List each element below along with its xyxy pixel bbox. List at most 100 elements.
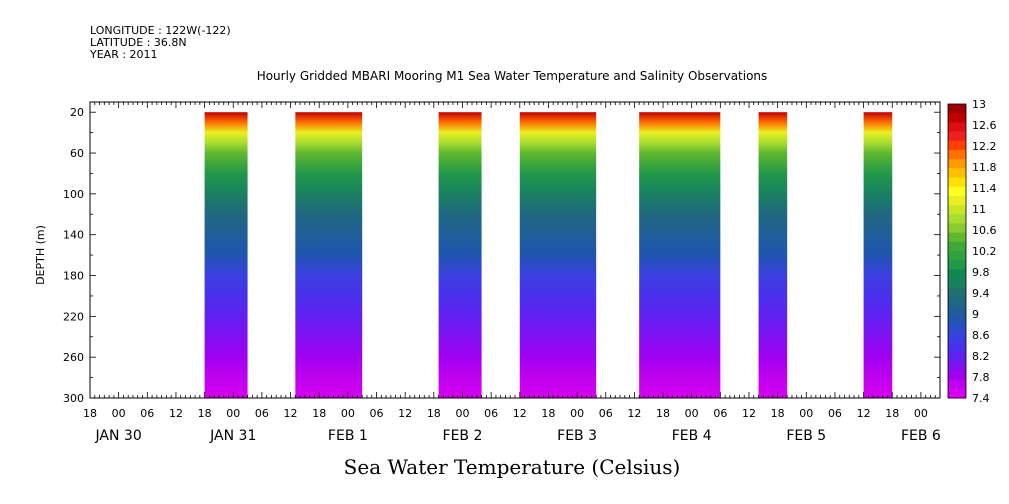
date-label: JAN 30 bbox=[95, 428, 142, 444]
x-tick-label: 06 bbox=[255, 407, 269, 420]
colorbar-swatch bbox=[948, 232, 966, 243]
colorbar-swatch bbox=[948, 269, 966, 280]
y-tick-label: 20 bbox=[70, 106, 84, 119]
x-tick-label: 06 bbox=[599, 407, 613, 420]
colorbar-label: 9 bbox=[972, 308, 979, 321]
colorbar-swatch bbox=[948, 287, 966, 298]
x-tick-label: 18 bbox=[198, 407, 212, 420]
colorbar-label: 11.8 bbox=[972, 161, 997, 174]
x-tick-label: 18 bbox=[312, 407, 326, 420]
colorbar-frame bbox=[947, 103, 967, 399]
x-tick-label: 12 bbox=[627, 407, 641, 420]
x-tick-label: 18 bbox=[771, 407, 785, 420]
x-tick-label: 00 bbox=[341, 407, 355, 420]
x-axis-label: Sea Water Temperature (Celsius) bbox=[344, 455, 681, 479]
colorbar-swatch bbox=[948, 113, 966, 123]
x-tick-label: 18 bbox=[83, 407, 97, 420]
colorbar-label: 9.4 bbox=[972, 287, 990, 300]
data-segment-1 bbox=[204, 112, 248, 398]
colorbar-label: 7.4 bbox=[972, 392, 990, 405]
colorbar-swatch bbox=[948, 241, 966, 252]
colorbar-swatch bbox=[948, 324, 966, 335]
y-tick-label: 220 bbox=[63, 310, 84, 323]
colorbar-swatch bbox=[948, 104, 966, 114]
x-tick-label: 00 bbox=[685, 407, 699, 420]
colorbar-swatch bbox=[948, 296, 966, 307]
x-tick-label: 00 bbox=[455, 407, 469, 420]
data-segment-6 bbox=[758, 112, 788, 398]
colorbar-label: 12.2 bbox=[972, 140, 997, 153]
data-segment-2 bbox=[295, 112, 363, 398]
axes: 18 00 06 12 18 00 06 12 18 00 06 12 18 00 06 12 18 00 06 12… bbox=[63, 101, 941, 444]
y-tick-label: 300 bbox=[63, 392, 84, 405]
y-tick-label: 180 bbox=[63, 270, 84, 283]
data-segment-7 bbox=[863, 112, 893, 398]
colorbar-swatch bbox=[948, 251, 966, 261]
colorbar-label: 7.8 bbox=[972, 371, 990, 384]
colorbar-swatch bbox=[948, 333, 966, 344]
x-tick-label: 06 bbox=[370, 407, 384, 420]
x-tick-label: 12 bbox=[513, 407, 527, 420]
x-tick-label: 18 bbox=[656, 407, 670, 420]
x-tick-label: 12 bbox=[169, 407, 183, 420]
colorbar-label: 8.6 bbox=[972, 329, 990, 342]
x-tick-label: 00 bbox=[799, 407, 813, 420]
x-tick-label: 12 bbox=[398, 407, 412, 420]
colorbar-label: 10.2 bbox=[972, 245, 997, 258]
colorbar-swatch bbox=[948, 260, 966, 270]
x-tick-label: 12 bbox=[857, 407, 871, 420]
colorbar-label: 13 bbox=[972, 98, 986, 111]
y-tick-label: 140 bbox=[63, 229, 84, 242]
colorbar-swatch bbox=[948, 140, 966, 151]
data-segment-3 bbox=[438, 112, 482, 398]
date-label: FEB 3 bbox=[557, 428, 597, 444]
colorbar-label: 12.6 bbox=[972, 119, 997, 132]
colorbar-swatch bbox=[948, 315, 966, 325]
y-tick-label: 260 bbox=[63, 351, 84, 364]
date-label: FEB 1 bbox=[328, 428, 368, 444]
date-label: JAN 31 bbox=[209, 428, 256, 444]
date-label: FEB 5 bbox=[786, 428, 826, 444]
x-tick-label: 00 bbox=[112, 407, 126, 420]
colorbar: 13 12.6 12.2 11.8 11.4 11 10.6 10.2 9.8 9.4 9 8.6 8.… bbox=[947, 98, 997, 405]
x-tick-label: 00 bbox=[570, 407, 584, 420]
colorbar-swatch bbox=[948, 195, 966, 206]
colorbar-swatch bbox=[948, 168, 966, 178]
x-tick-label: 12 bbox=[284, 407, 298, 420]
chart-title: Hourly Gridded MBARI Mooring M1 Sea Wate… bbox=[257, 69, 768, 83]
y-tick-label: 100 bbox=[63, 188, 84, 201]
colorbar-swatch bbox=[948, 223, 966, 234]
colorbar-swatch bbox=[948, 186, 966, 197]
colorbar-swatch bbox=[948, 388, 966, 399]
colorbar-swatch bbox=[948, 278, 966, 289]
longitude-label: LONGITUDE : 122W(-122) bbox=[90, 24, 231, 37]
latitude-label: LATITUDE : 36.8N bbox=[90, 36, 187, 49]
colorbar-swatch bbox=[948, 177, 966, 188]
date-label: FEB 4 bbox=[672, 428, 712, 444]
x-tick-label: 06 bbox=[484, 407, 498, 420]
data-segment-5 bbox=[639, 112, 721, 398]
x-tick-label: 06 bbox=[713, 407, 727, 420]
x-tick-label: 18 bbox=[541, 407, 555, 420]
x-tick-label: 00 bbox=[226, 407, 240, 420]
colorbar-label: 11.4 bbox=[972, 182, 997, 195]
y-axis-label: DEPTH (m) bbox=[34, 225, 47, 285]
colorbar-swatch bbox=[948, 342, 966, 353]
colorbar-swatch bbox=[948, 306, 966, 316]
x-tick-label: 12 bbox=[742, 407, 756, 420]
colorbar-label: 8.2 bbox=[972, 350, 990, 363]
colorbar-swatch bbox=[948, 370, 966, 381]
colorbar-swatch bbox=[948, 361, 966, 371]
year-label: YEAR : 2011 bbox=[90, 48, 158, 61]
colorbar-swatch bbox=[948, 205, 966, 215]
colorbar-swatch bbox=[948, 131, 966, 142]
colorbar-swatch bbox=[948, 122, 966, 133]
colorbar-swatch bbox=[948, 352, 966, 362]
date-label: FEB 6 bbox=[901, 428, 941, 444]
colorbar-swatch bbox=[948, 159, 966, 169]
data-segment-4 bbox=[519, 112, 597, 398]
colorbar-swatch bbox=[948, 379, 966, 390]
colorbar-swatch bbox=[948, 214, 966, 224]
x-tick-label: 06 bbox=[140, 407, 154, 420]
